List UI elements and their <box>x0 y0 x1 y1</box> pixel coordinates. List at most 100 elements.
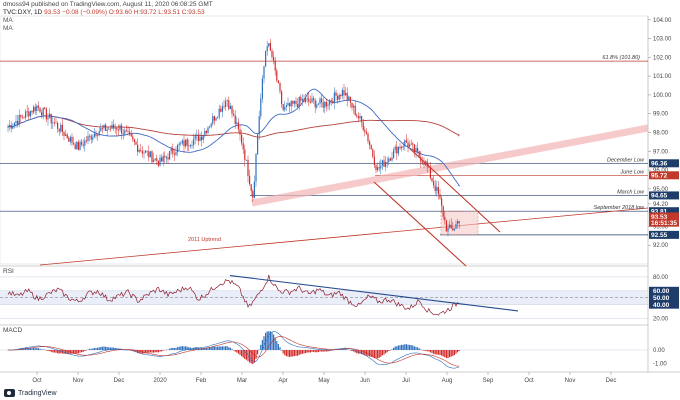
candle-body <box>330 100 332 102</box>
macd-bar <box>409 344 411 350</box>
macd-bar <box>316 350 318 353</box>
candle-body <box>50 113 52 124</box>
candle-body <box>316 104 318 108</box>
macd-bar <box>26 347 28 350</box>
candle-body <box>161 157 163 162</box>
macd-bar <box>253 350 255 363</box>
candle-body <box>295 100 297 105</box>
candle-body <box>364 129 366 132</box>
x-tick-label: Apr <box>278 378 287 384</box>
macd-bar <box>271 332 273 350</box>
macd-bar <box>234 350 236 352</box>
x-tick-label: Sep <box>483 378 494 384</box>
macd-bar <box>273 334 275 350</box>
y-tick-label: 92.00 <box>653 243 669 249</box>
candle-body <box>353 105 355 108</box>
candle-body <box>73 142 75 145</box>
candle-body <box>357 116 359 119</box>
macd-bar <box>458 350 460 352</box>
macd-bar <box>314 350 316 353</box>
x-tick-label: Mar <box>237 378 247 384</box>
candle-body <box>305 98 307 102</box>
tradingview-footer[interactable]: TradingView <box>4 389 57 397</box>
candle-body <box>260 98 262 117</box>
candle-body <box>405 140 407 143</box>
macd-bar <box>76 350 78 354</box>
macd-bar <box>388 350 390 352</box>
candle-body <box>450 224 452 228</box>
ma-label-1: MA <box>3 17 13 24</box>
candle-body <box>444 216 446 221</box>
y-tick-label: 95.00 <box>653 187 669 193</box>
y-tick-label: 101.00 <box>653 74 672 80</box>
macd-bar <box>207 347 209 350</box>
macd-bar <box>375 350 377 359</box>
candle-body <box>215 118 217 121</box>
candle-body <box>388 158 390 163</box>
macd-bar <box>36 348 38 350</box>
macd-bar <box>290 350 292 357</box>
rsi-title: RSI <box>3 268 14 275</box>
candle-body <box>169 151 171 160</box>
candle-body <box>133 139 135 143</box>
x-tick-label: Feb <box>196 378 207 384</box>
candle-body <box>13 122 15 127</box>
macd-bar <box>186 346 188 350</box>
macd-bar <box>329 350 331 351</box>
macd-bar <box>305 350 307 353</box>
candle-body <box>53 122 55 124</box>
candle-body <box>255 154 257 182</box>
candle-body <box>205 130 207 133</box>
candle-body <box>233 113 235 116</box>
candle-body <box>186 139 188 146</box>
x-tick-label: Dec <box>114 378 125 384</box>
candle-body <box>66 134 68 139</box>
candle-body <box>12 126 14 129</box>
price-badge-label: 95.72 <box>651 173 668 180</box>
candle-body <box>396 146 398 154</box>
macd-bar <box>236 350 238 353</box>
macd-bar <box>309 350 311 353</box>
price-badge-label: 16:51:35 <box>651 220 677 227</box>
macd-bar <box>364 350 366 356</box>
ma-label-2: MA <box>3 25 13 32</box>
candle-body <box>455 223 457 230</box>
candle-body <box>21 116 23 118</box>
macd-bar <box>145 350 147 354</box>
macd-bar <box>292 350 294 357</box>
candle-body <box>210 123 212 127</box>
candle-body <box>332 101 334 104</box>
macd-bar <box>153 350 155 353</box>
candle-body <box>111 124 113 129</box>
candle-body <box>303 99 305 102</box>
macd-bar <box>84 350 86 352</box>
candle-body <box>354 105 356 116</box>
macd-bar <box>418 348 420 350</box>
macd-bar <box>412 345 414 350</box>
candle-body <box>236 122 238 125</box>
macd-bar <box>300 350 302 355</box>
candle-body <box>181 140 183 144</box>
ma-fast-line <box>7 88 461 187</box>
candle-body <box>242 143 244 150</box>
candle-body <box>239 129 241 135</box>
candle-body <box>121 125 123 134</box>
macd-bar <box>261 340 263 350</box>
candle-body <box>18 114 20 125</box>
candle-body <box>76 141 78 149</box>
candle-body <box>322 102 324 108</box>
candle-body <box>124 130 126 134</box>
macd-bar <box>407 344 409 350</box>
candle-body <box>335 92 337 96</box>
candle-body <box>167 157 169 160</box>
x-tick-label: Dec <box>606 378 617 384</box>
macd-bar <box>228 347 230 350</box>
macd-bar <box>289 350 291 357</box>
candle-body <box>245 159 247 161</box>
candle-body <box>442 205 444 217</box>
candle-body <box>401 146 403 149</box>
macd-bar <box>41 349 43 350</box>
december-low-annotation: December Low <box>607 157 645 163</box>
macd-bar <box>279 347 281 350</box>
